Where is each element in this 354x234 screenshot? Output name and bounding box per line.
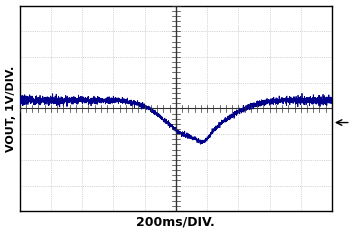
X-axis label: 200ms/DIV.: 200ms/DIV. [137, 216, 215, 228]
Y-axis label: VOUT, 1V/DIV.: VOUT, 1V/DIV. [6, 65, 16, 152]
